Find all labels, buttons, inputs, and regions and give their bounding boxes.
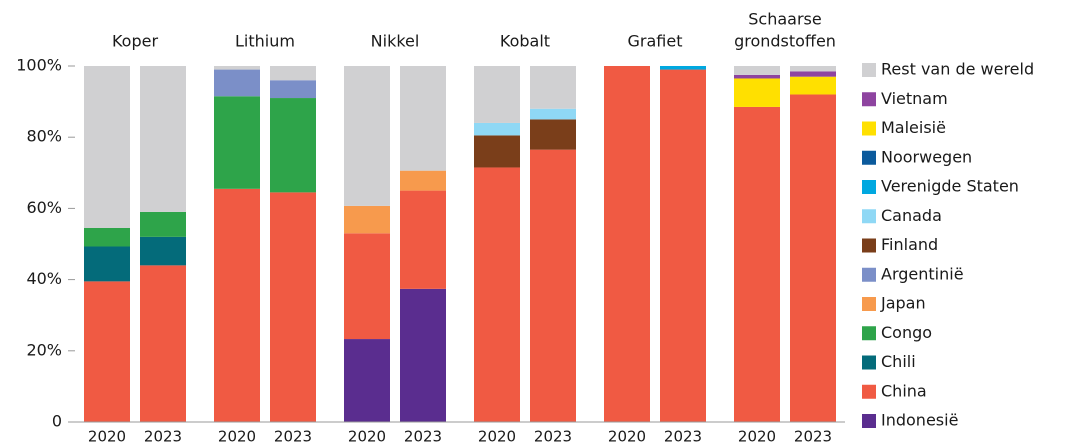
bar-segment xyxy=(140,211,186,237)
bar-segment xyxy=(734,66,780,75)
legend-swatch xyxy=(862,355,876,370)
bar-segment xyxy=(214,96,260,189)
x-tick-label: 2020 xyxy=(478,428,516,446)
legend-swatch xyxy=(862,150,876,165)
group-label: Koper xyxy=(112,32,158,51)
bar-segment xyxy=(400,170,446,191)
bar-segment xyxy=(270,66,316,81)
bar-segment xyxy=(344,66,390,206)
x-tick-label: 2020 xyxy=(88,428,126,446)
bar-segment xyxy=(474,66,520,123)
legend-label: Indonesië xyxy=(881,411,958,430)
bar-segment xyxy=(400,190,446,289)
bar-segment xyxy=(84,246,130,282)
group-label: Kobalt xyxy=(500,32,550,51)
bar-segment xyxy=(270,80,316,99)
bar-segment xyxy=(140,66,186,212)
bar-segment xyxy=(790,71,836,77)
bar-segment xyxy=(734,106,780,422)
legend-label: Chili xyxy=(881,352,916,371)
bar-segment xyxy=(270,192,316,422)
legend-label: Argentinië xyxy=(881,264,964,283)
legend-label: Vietnam xyxy=(881,89,948,108)
bar-segment xyxy=(790,76,836,95)
x-tick-label: 2023 xyxy=(534,428,572,446)
legend-swatch xyxy=(862,180,876,194)
bar-segment xyxy=(214,69,260,97)
bar-segment xyxy=(530,108,576,120)
x-tick-label: 2020 xyxy=(738,428,776,446)
x-tick-label: 2023 xyxy=(404,428,442,446)
bar-segment xyxy=(140,265,186,422)
x-tick-label: 2023 xyxy=(664,428,702,446)
legend-swatch xyxy=(862,297,876,311)
legend-swatch xyxy=(862,209,876,224)
x-tick-label: 2023 xyxy=(794,428,832,446)
legend-swatch xyxy=(862,326,876,341)
bar-segment xyxy=(660,69,706,422)
x-tick-label: 2020 xyxy=(608,428,646,446)
x-tick-label: 2023 xyxy=(144,428,182,446)
legend-swatch xyxy=(862,92,876,107)
bar-segment xyxy=(400,288,446,422)
legend-label: Noorwegen xyxy=(881,147,972,166)
legend-label: Rest van de wereld xyxy=(881,60,1034,79)
group-label: Lithium xyxy=(235,32,295,51)
y-tick-label: 80% xyxy=(26,127,62,146)
bar-segment xyxy=(474,167,520,422)
bar-segment xyxy=(214,188,260,422)
bar-segment xyxy=(734,78,780,107)
x-tick-label: 2020 xyxy=(348,428,386,446)
y-tick-label: 20% xyxy=(26,340,62,359)
bar-segment xyxy=(84,66,130,228)
x-tick-label: 2023 xyxy=(274,428,312,446)
legend-swatch xyxy=(862,63,876,77)
group-label: Nikkel xyxy=(371,32,420,51)
bar-segment xyxy=(84,281,130,422)
legend-swatch xyxy=(862,238,876,253)
bar-segment xyxy=(344,233,390,340)
legend-label: Japan xyxy=(880,294,926,313)
bar-segment xyxy=(530,149,576,422)
legend-label: Congo xyxy=(881,323,932,342)
legend-label: Canada xyxy=(881,206,942,225)
legend-swatch xyxy=(862,414,876,428)
bar-segment xyxy=(734,74,780,79)
bar-segment xyxy=(790,66,836,72)
bar-segment xyxy=(790,94,836,422)
legend-label: Maleisië xyxy=(881,118,946,137)
legend-label: Finland xyxy=(881,235,938,254)
x-tick-label: 2020 xyxy=(218,428,256,446)
bar-segment xyxy=(604,66,650,422)
legend-swatch xyxy=(862,121,876,136)
bar-segment xyxy=(270,98,316,193)
legend-swatch xyxy=(862,267,876,282)
legend-label: China xyxy=(881,381,927,400)
group-label: Schaarse xyxy=(748,10,821,29)
legend-swatch xyxy=(862,384,876,399)
bar-segment xyxy=(530,119,576,150)
y-tick-label: 100% xyxy=(16,56,62,75)
bar-segment xyxy=(344,205,390,234)
y-tick-label: 60% xyxy=(26,198,62,217)
bar-segment xyxy=(214,66,260,70)
bar-segment xyxy=(660,66,706,70)
y-tick-label: 40% xyxy=(26,269,62,288)
bar-segment xyxy=(344,339,390,422)
group-label: Grafiet xyxy=(628,32,683,51)
bar-segment xyxy=(140,236,186,266)
y-tick-label: 0 xyxy=(52,412,62,431)
bar-segment xyxy=(474,122,520,136)
bar-segment xyxy=(474,135,520,168)
legend-label: Verenigde Staten xyxy=(881,177,1019,196)
bar-segment xyxy=(530,66,576,109)
bar-segment xyxy=(84,227,130,247)
group-label: grondstoffen xyxy=(734,32,836,51)
bar-segment xyxy=(400,66,446,171)
